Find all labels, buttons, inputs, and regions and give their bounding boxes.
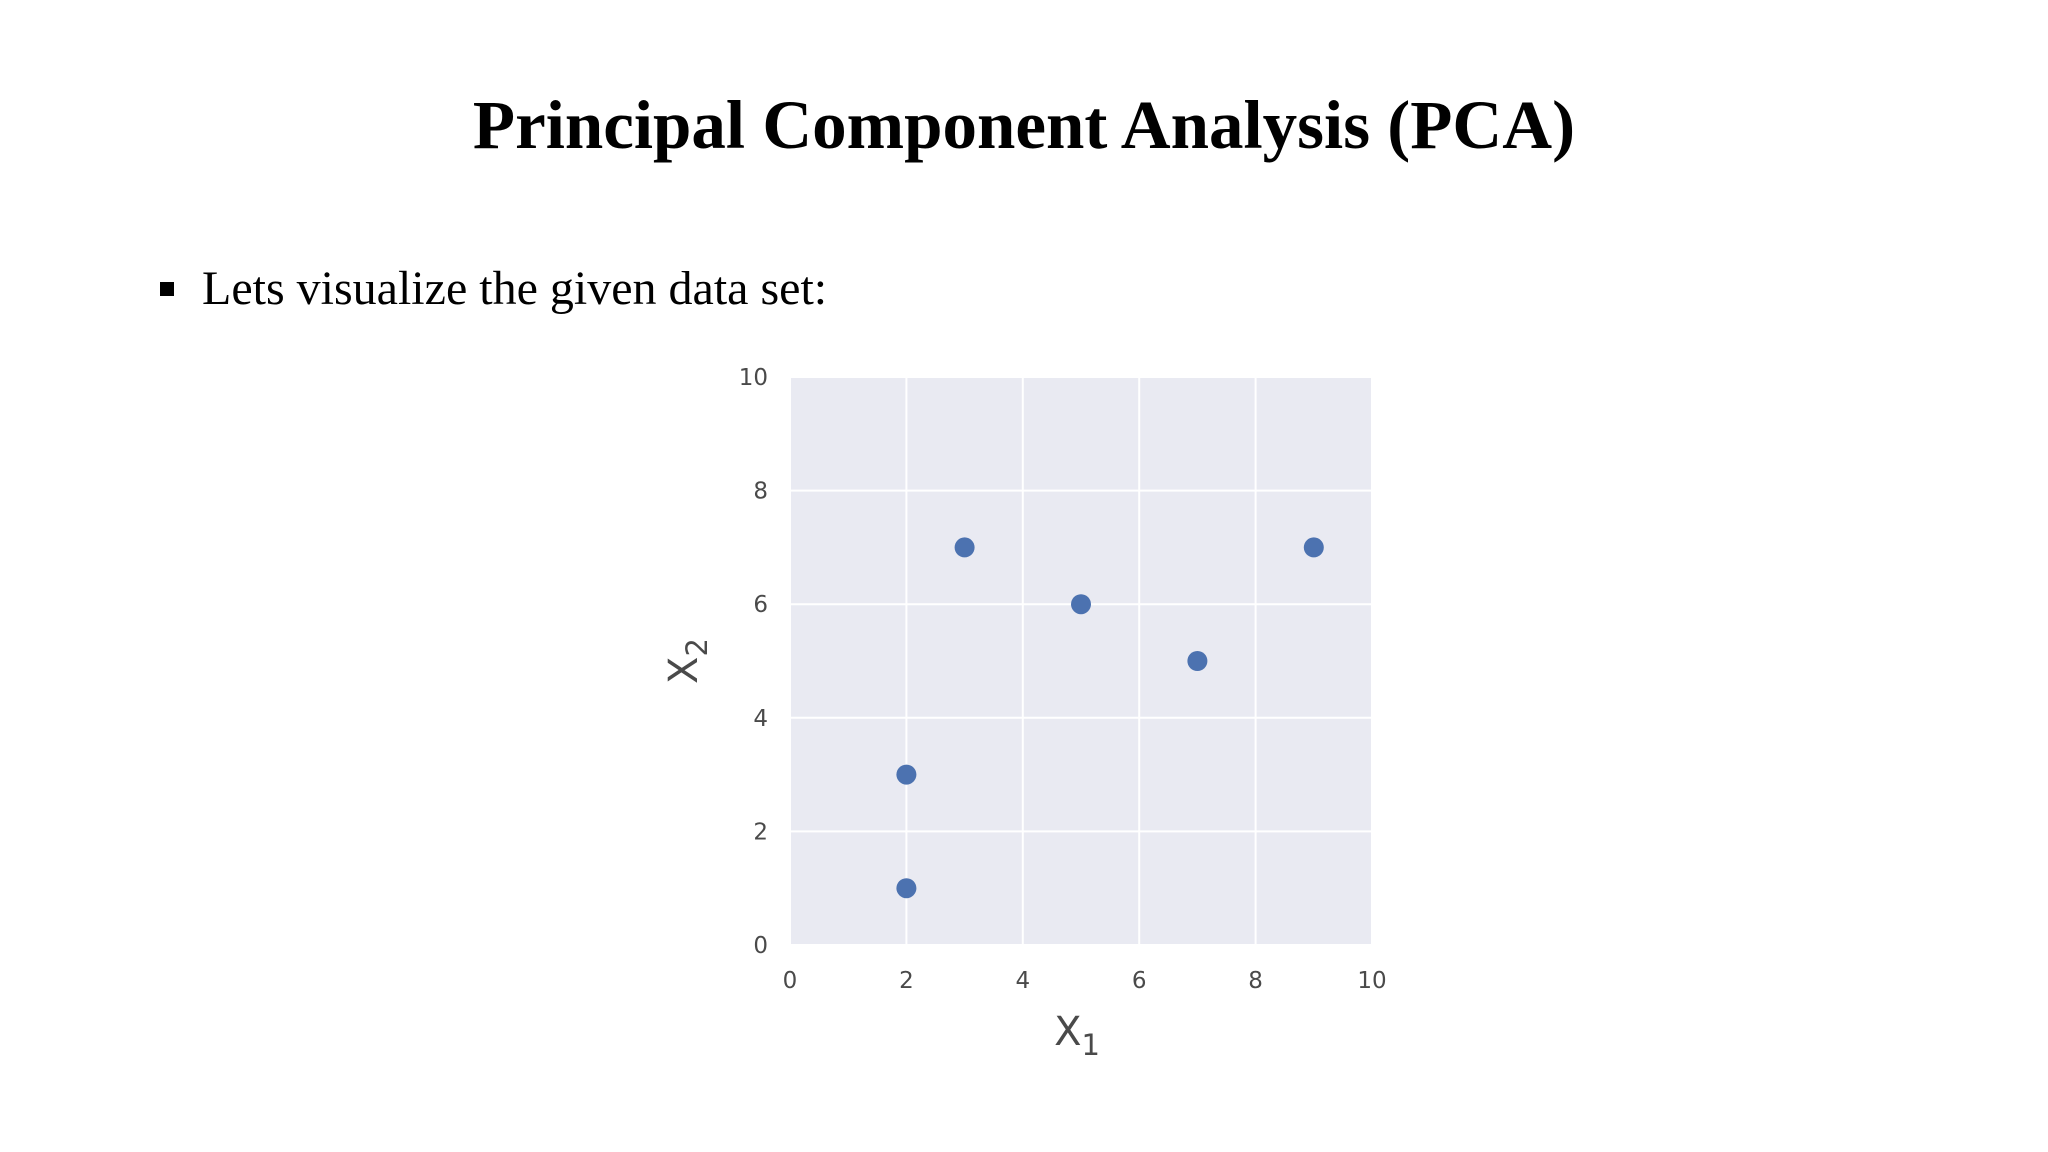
- x-tick-label: 8: [1248, 968, 1263, 994]
- bullet-text: Lets visualize the given data set:: [202, 262, 828, 315]
- data-point: [954, 537, 975, 558]
- x-tick-label: 4: [1015, 968, 1030, 994]
- grid-lines: [789, 376, 1373, 946]
- data-point: [896, 764, 917, 785]
- y-tick-label: 4: [753, 706, 768, 732]
- x-tick-label: 10: [1357, 968, 1386, 994]
- x-tick-label: 0: [783, 968, 798, 994]
- y-axis-ticks: 0 2 4 6 8 10: [739, 365, 768, 959]
- y-tick-label: 2: [753, 819, 768, 845]
- square-bullet-icon: [160, 282, 174, 296]
- data-point: [896, 878, 917, 899]
- x-axis-label: X1: [1054, 1009, 1100, 1062]
- bullet-item: Lets visualize the given data set:: [160, 257, 827, 321]
- x-tick-label: 6: [1132, 968, 1147, 994]
- y-axis-label-subscript: 2: [680, 638, 714, 656]
- x-tick-label: 2: [899, 968, 914, 994]
- data-point: [1303, 537, 1324, 558]
- data-point: [1187, 651, 1208, 671]
- y-axis-label-main: X: [661, 657, 707, 684]
- y-tick-label: 8: [753, 479, 768, 505]
- data-points: [896, 537, 1324, 899]
- y-tick-label: 0: [753, 933, 768, 959]
- y-tick-label: 6: [753, 592, 768, 618]
- y-axis-label: X2: [661, 638, 714, 684]
- plot-area: [790, 377, 1372, 945]
- x-axis-ticks: 0 2 4 6 8 10: [783, 968, 1387, 994]
- slide-title: Principal Component Analysis (PCA): [472, 87, 1576, 163]
- data-point: [1071, 594, 1091, 615]
- x-axis-label-subscript: 1: [1081, 1028, 1099, 1062]
- x-axis-label-main: X: [1054, 1009, 1081, 1055]
- y-tick-label: 10: [739, 365, 768, 391]
